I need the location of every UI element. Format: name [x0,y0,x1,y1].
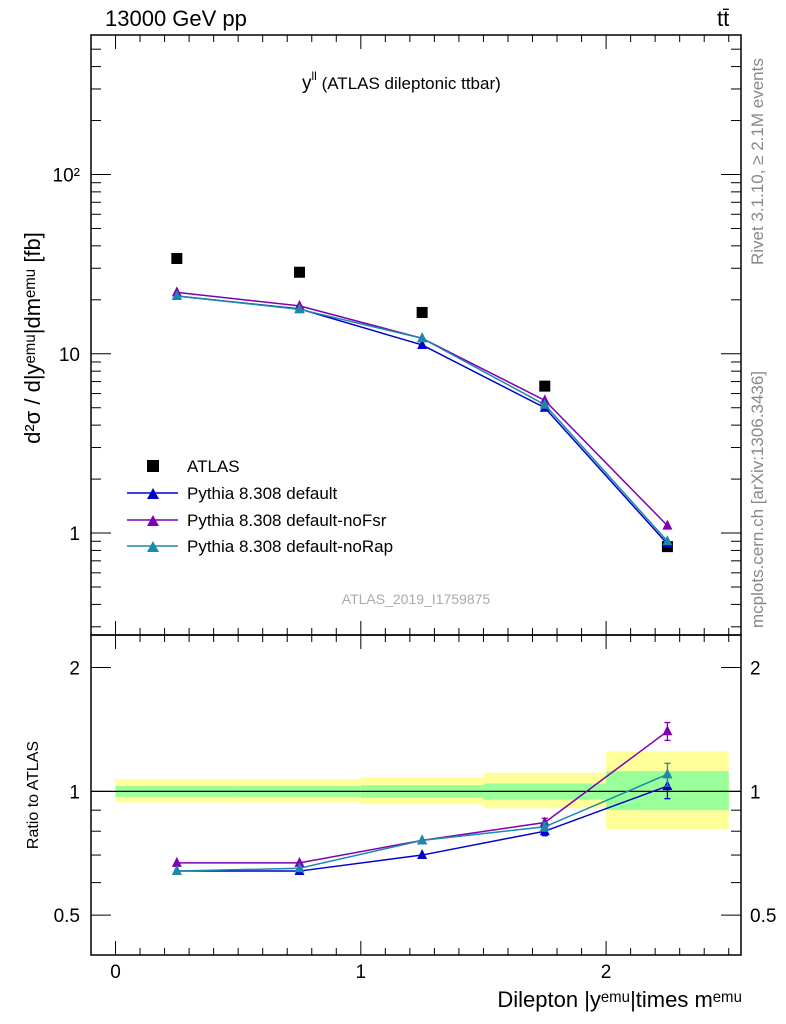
ratio-tick-label-right-1: 1 [750,782,761,803]
x-tick-label-0: 0 [110,962,121,983]
data-point-pythia-8-308-default-nofsr-4 [662,519,673,530]
y-axis-label-ratio: Ratio to ATLAS [25,741,42,849]
ratio-point-pythia-8-308-default-nofsr-1 [294,856,305,867]
legend-marker-default [147,488,159,499]
data-point-atlas-3 [539,380,551,392]
ratio-point-pythia-8-308-default-norap-0 [171,865,182,876]
ratio-point-pythia-8-308-default-norap-1 [294,862,305,873]
plot-title-rest: (ATLAS dileptonic ttbar) [317,74,501,93]
data-point-atlas-0 [171,252,183,264]
ratio-tick-label-1: 1 [69,782,80,803]
rivet-version-label: Rivet 3.1.10, ≥ 2.1M events [748,58,767,265]
mcplots-label: mcplots.cern.ch [arXiv:1306.3436] [748,371,767,628]
ratio-point-pythia-8-308-default-2 [417,849,428,860]
energy-label: 13000 GeV pp [105,6,247,31]
legend-label-default: Pythia 8.308 default [187,484,338,503]
data-point-atlas-1 [293,266,305,278]
ratio-plot-frame [90,634,742,956]
plot-title-sup: ll [312,69,317,83]
analysis-id: ATLAS_2019_I1759875 [342,591,491,607]
ratio-tick-label-right-0-5: 0.5 [750,906,776,927]
data-point-pythia-8-308-default-norap-4 [662,535,673,546]
x-tick-label-1: 1 [356,962,367,983]
ratio-series [171,721,673,876]
ratio-point-pythia-8-308-default-norap-3 [539,820,550,831]
legend-label-nofsr: Pythia 8.308 default-noFsr [187,511,387,530]
data-point-pythia-8-308-default-2 [417,338,428,349]
data-point-pythia-8-308-default-norap-2 [417,332,428,343]
data-point-pythia-8-308-default-norap-3 [539,398,550,409]
process-label: tt̄ [717,6,729,31]
y-tick-label-100: 10² [53,166,80,187]
ratio-tick-label-right-2: 2 [750,659,761,680]
ratio-point-pythia-8-308-default-norap-2 [417,834,428,845]
legend-marker-norap [147,541,159,552]
x-axis-label: Dilepton |yᵉᵐᵘ|times mᵉᵐᵘ [497,987,742,1012]
ratio-point-pythia-8-308-default-norap-4 [662,768,673,779]
data-point-pythia-8-308-default-norap-1 [294,303,305,314]
legend-label-norap: Pythia 8.308 default-noRap [187,537,393,556]
x-tick-label-2: 2 [601,962,612,983]
ratio-tick-label-2: 2 [69,659,80,680]
y-axis-label-main: d²σ / d|yᵉᵐᵘ|dmᵉᵐᵘ [fb] [20,232,45,444]
ratio-bands [91,751,741,829]
data-point-pythia-8-308-default-norap-0 [171,290,182,301]
axis-ticks [91,34,741,955]
plot-title-main: y [302,73,312,94]
ratio-point-pythia-8-308-default-nofsr-0 [171,856,182,867]
y-tick-label-1: 1 [69,524,80,545]
legend-label-atlas: ATLAS [187,457,240,476]
plot-title: yll (ATLAS dileptonic ttbar) [302,69,501,94]
data-point-atlas-2 [416,306,428,318]
legend-marker-atlas [147,460,159,472]
ratio-point-pythia-8-308-default-nofsr-4 [662,725,673,736]
legend-marker-nofsr [147,515,159,526]
legend: ATLAS Pythia 8.308 default Pythia 8.308 … [127,457,393,556]
main-series [171,252,673,553]
ratio-tick-label-0-5: 0.5 [54,906,80,927]
y-tick-label-10: 10 [59,345,80,366]
